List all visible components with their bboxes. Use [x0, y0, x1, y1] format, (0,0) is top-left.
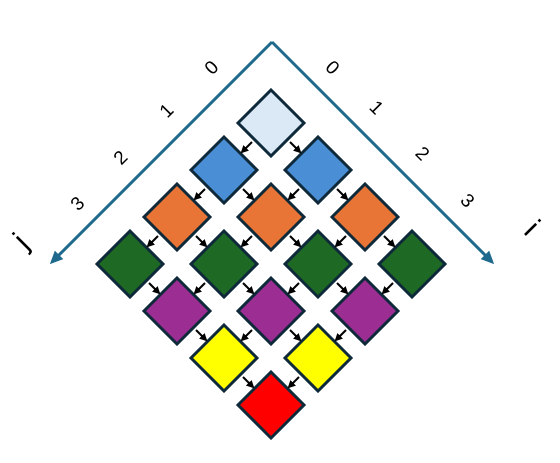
arrow-1-1-to-2-1 [289, 235, 302, 248]
i-axis-line [270, 40, 495, 265]
cell-i1-j0 [282, 134, 354, 206]
cell-i0-j3 [94, 228, 166, 300]
arrow-1-0-to-1-1 [287, 188, 300, 201]
arrow-2-2-to-3-2 [289, 329, 302, 342]
arrow-1-2-to-2-2 [242, 282, 255, 295]
arrow-2-0-to-2-1 [334, 235, 347, 248]
arrow-2-1-to-2-2 [287, 282, 300, 295]
cell-i1-j3 [141, 275, 213, 347]
cell-i0-j2 [141, 181, 213, 253]
arrow-0-0-to-1-0 [289, 141, 302, 154]
i-axis-label: i [518, 214, 546, 242]
arrow-0-0-to-0-1 [240, 141, 253, 154]
arrow-3-1-to-3-2 [334, 329, 347, 342]
arrow-3-2-to-3-3 [287, 376, 300, 389]
j-tick-3: 3 [67, 193, 89, 215]
arrow-2-1-to-3-1 [336, 282, 349, 295]
arrow-3-0-to-3-1 [381, 282, 394, 295]
i-tick-2: 2 [411, 143, 433, 165]
arrow-2-3-to-3-3 [242, 376, 255, 389]
cell-i1-j1 [235, 181, 307, 253]
cell-i3-j2 [282, 322, 354, 394]
cell-i0-j0 [235, 87, 307, 159]
arrow-2-2-to-2-3 [240, 329, 253, 342]
cell-i3-j0 [376, 228, 448, 300]
i-tick-0: 0 [321, 57, 343, 79]
cell-i2-j3 [188, 322, 260, 394]
dependency-arrows [146, 141, 396, 389]
arrow-0-2-to-1-2 [195, 235, 208, 248]
j-tick-1: 1 [156, 100, 178, 122]
arrow-0-2-to-0-3 [146, 235, 159, 248]
cell-i2-j0 [329, 181, 401, 253]
j-tick-0: 0 [201, 57, 223, 79]
cell-i3-j1 [329, 275, 401, 347]
arrow-1-0-to-2-0 [336, 188, 349, 201]
cell-i0-j1 [188, 134, 260, 206]
i-tick-3: 3 [456, 190, 478, 212]
arrow-0-1-to-0-2 [193, 188, 206, 201]
cell-grid [94, 87, 448, 441]
cell-i3-j3 [235, 369, 307, 441]
arrow-1-1-to-1-2 [240, 235, 253, 248]
cell-i2-j2 [235, 275, 307, 347]
j-axis-label: j [7, 227, 36, 256]
arrow-0-3-to-1-3 [148, 282, 161, 295]
cell-i1-j2 [188, 228, 260, 300]
arrow-1-3-to-2-3 [195, 329, 208, 342]
i-tick-1: 1 [365, 97, 387, 119]
j-axis-line [49, 40, 274, 265]
j-tick-2: 2 [110, 147, 132, 169]
arrow-2-0-to-3-0 [383, 235, 396, 248]
arrow-0-1-to-1-1 [242, 188, 255, 201]
arrow-1-2-to-1-3 [193, 282, 206, 295]
cell-i2-j1 [282, 228, 354, 300]
